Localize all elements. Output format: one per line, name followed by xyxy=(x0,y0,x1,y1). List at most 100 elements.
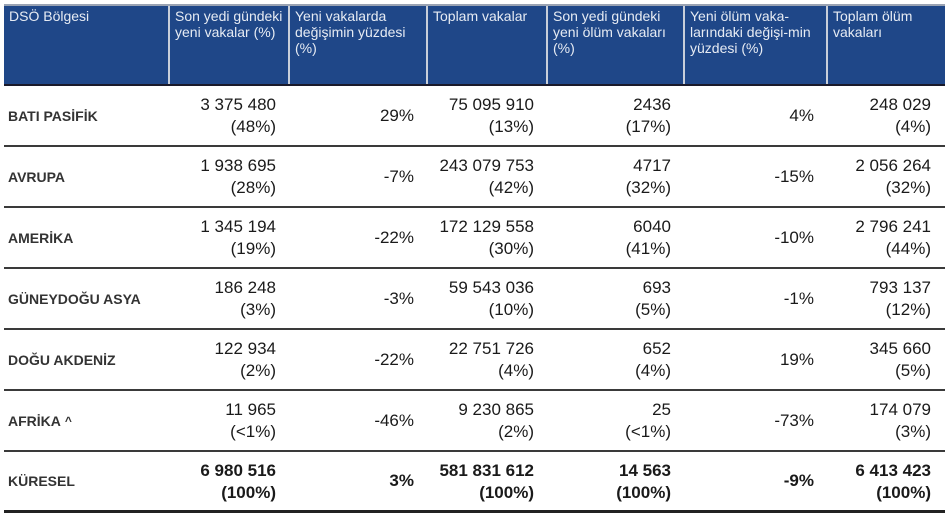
new-deaths-change-value: 19% xyxy=(779,349,814,369)
total-cases: 75 095 910 (13%) xyxy=(428,86,548,145)
region-cell: AVRUPA xyxy=(4,147,170,206)
new-deaths-share: (41%) xyxy=(625,239,671,258)
new-cases-change: -3% xyxy=(290,269,428,328)
new-deaths-value: 2436 xyxy=(633,95,671,114)
total-deaths: 345 660 (5%) xyxy=(828,330,945,389)
new-deaths-share: (5%) xyxy=(635,300,671,319)
new-deaths-value: 652 xyxy=(642,339,671,358)
total-deaths-share: (4%) xyxy=(895,117,931,136)
total-cases: 581 831 612 (100%) xyxy=(428,452,548,510)
region-name: BATI PASİFİK xyxy=(8,107,98,124)
new-cases: 122 934 (2%) xyxy=(170,330,290,389)
region-cell: BATI PASİFİK xyxy=(4,86,170,145)
total-deaths: 6 413 423 (100%) xyxy=(828,452,945,510)
region-cell: KÜRESEL xyxy=(4,452,170,510)
total-cases: 22 751 726 (4%) xyxy=(428,330,548,389)
new-deaths: 652 (4%) xyxy=(548,330,685,389)
new-deaths-change-value: -73% xyxy=(774,410,814,430)
new-cases: 186 248 (3%) xyxy=(170,269,290,328)
region-name: KÜRESEL xyxy=(8,473,75,489)
new-deaths-share: (32%) xyxy=(625,178,671,197)
new-cases-change: -22% xyxy=(290,208,428,267)
new-cases-change-value: -46% xyxy=(374,410,414,430)
total-cases-share: (10%) xyxy=(488,300,534,319)
total-cases-share: (30%) xyxy=(488,239,534,258)
total-cases-value: 581 831 612 xyxy=(439,461,534,480)
table-body: BATI PASİFİK 3 375 480 (48%) 29% 75 095 910 (… xyxy=(4,86,945,513)
region-cell: DOĞU AKDENİZ xyxy=(4,330,170,389)
region-name: AMERİKA xyxy=(8,229,74,246)
new-deaths-share: (4%) xyxy=(635,361,671,380)
region-name: AFRİKA xyxy=(8,412,61,429)
total-cases-share: (4%) xyxy=(498,361,534,380)
new-cases-share: (28%) xyxy=(230,178,276,197)
new-deaths: 6040 (41%) xyxy=(548,208,685,267)
total-cases: 9 230 865 (2%) xyxy=(428,391,548,450)
new-deaths-change-value: -1% xyxy=(783,288,814,308)
total-cases-value: 75 095 910 xyxy=(448,95,534,114)
new-cases: 1 345 194 (19%) xyxy=(170,208,290,267)
total-deaths-share: (3%) xyxy=(895,422,931,441)
new-cases-value: 1 345 194 xyxy=(200,217,276,236)
total-cases-value: 172 129 558 xyxy=(439,217,534,236)
total-cases-share: (2%) xyxy=(498,422,534,441)
new-deaths-change: -9% xyxy=(685,452,828,510)
total-deaths-share: (5%) xyxy=(895,361,931,380)
table-row: AFRİKA ^ 11 965 (<1%) -46% 9 230 865 (2%) 25 (<1… xyxy=(4,391,945,452)
total-deaths: 2 796 241 (44%) xyxy=(828,208,945,267)
total-deaths: 2 056 264 (32%) xyxy=(828,147,945,206)
total-cases-value: 59 543 036 xyxy=(448,278,534,297)
new-deaths-change: -15% xyxy=(685,147,828,206)
region-name: AVRUPA xyxy=(8,168,66,185)
new-deaths-change: -10% xyxy=(685,208,828,267)
table-row: DOĞU AKDENİZ 122 934 (2%) -22% 22 751 726 (4%… xyxy=(4,330,945,391)
new-cases-share: (19%) xyxy=(230,239,276,258)
new-deaths-change: 4% xyxy=(685,86,828,145)
total-deaths-share: (12%) xyxy=(885,300,931,319)
region-cell: GÜNEYDOĞU ASYA xyxy=(4,269,170,328)
header-new-deaths: Son yedi gündeki yeni ölüm vakaları (%) xyxy=(548,6,685,84)
total-deaths-value: 345 660 xyxy=(869,339,931,358)
new-cases-share: (<1%) xyxy=(230,422,276,441)
header-new-cases: Son yedi gündeki yeni vakalar (%) xyxy=(170,6,290,84)
new-deaths-value: 25 xyxy=(652,400,671,419)
new-cases-change-value: -22% xyxy=(374,227,414,247)
new-deaths: 14 563 (100%) xyxy=(548,452,685,510)
new-deaths-value: 4717 xyxy=(633,156,671,175)
header-new-cases-change: Yeni vakalarda değişimin yüzdesi (%) xyxy=(290,6,428,84)
total-deaths-value: 2 796 241 xyxy=(855,217,931,236)
total-cases-share: (13%) xyxy=(488,117,534,136)
new-cases-share: (2%) xyxy=(240,361,276,380)
new-deaths-value: 693 xyxy=(642,278,671,297)
new-deaths-share: (100%) xyxy=(616,483,671,502)
new-deaths-change-value: 4% xyxy=(789,105,814,125)
region-cell: AFRİKA ^ xyxy=(4,391,170,450)
header-total-cases: Toplam vakalar xyxy=(428,6,548,84)
new-deaths: 2436 (17%) xyxy=(548,86,685,145)
new-deaths-change: -73% xyxy=(685,391,828,450)
new-deaths-change-value: -10% xyxy=(774,227,814,247)
total-deaths-share: (100%) xyxy=(876,483,931,502)
new-deaths-change: 19% xyxy=(685,330,828,389)
table-row: BATI PASİFİK 3 375 480 (48%) 29% 75 095 910 (… xyxy=(4,86,945,147)
new-deaths-value: 14 563 xyxy=(619,461,671,480)
new-deaths: 25 (<1%) xyxy=(548,391,685,450)
new-deaths: 693 (5%) xyxy=(548,269,685,328)
table-row: AMERİKA 1 345 194 (19%) -22% 172 129 558 (30%… xyxy=(4,208,945,269)
new-cases-change: 3% xyxy=(290,452,428,510)
total-deaths-value: 248 029 xyxy=(869,95,931,114)
new-cases-share: (100%) xyxy=(221,483,276,502)
total-deaths-value: 6 413 423 xyxy=(855,461,931,480)
new-cases-change: -46% xyxy=(290,391,428,450)
header-new-deaths-change: Yeni ölüm vaka-larındaki değişi-min yüzd… xyxy=(685,6,828,84)
total-cases-share: (100%) xyxy=(479,483,534,502)
region-name: GÜNEYDOĞU ASYA xyxy=(8,290,141,307)
new-deaths: 4717 (32%) xyxy=(548,147,685,206)
new-cases-change-value: 29% xyxy=(379,105,414,125)
new-cases-change-value: 3% xyxy=(389,471,414,490)
total-row: KÜRESEL 6 980 516 (100%) 3% 581 831 612 (100%… xyxy=(4,452,945,513)
new-cases-change-value: -7% xyxy=(383,166,414,186)
header-region: DSÖ Bölgesi xyxy=(4,6,170,84)
region-name: DOĞU AKDENİZ xyxy=(8,351,116,368)
total-deaths-value: 2 056 264 xyxy=(855,156,931,175)
